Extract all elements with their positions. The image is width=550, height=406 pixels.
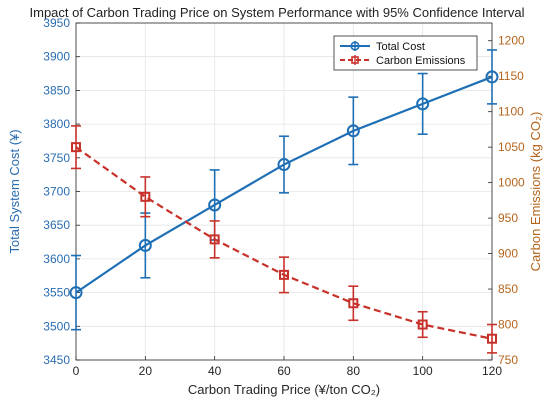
data-point — [279, 269, 289, 280]
series-0 — [69, 49, 499, 331]
data-point — [487, 333, 497, 344]
y-left-tick-label: 3700 — [43, 185, 70, 199]
data-point — [138, 238, 152, 252]
y-right-tick-label: 800 — [498, 318, 518, 332]
y-right-tick-label: 850 — [498, 282, 518, 296]
legend-label: Carbon Emissions — [376, 55, 466, 67]
legend: Total Cost Carbon Emissions — [333, 35, 478, 71]
y-left-tick-label: 3650 — [43, 218, 70, 232]
data-point — [71, 142, 81, 153]
y-left-tick-label: 3450 — [43, 353, 70, 367]
y-right-tick-label: 1150 — [498, 69, 524, 83]
y-right-tick-label: 900 — [498, 247, 518, 261]
x-tick-label: 60 — [277, 364, 291, 378]
x-axis-title: Carbon Trading Price (¥/ton CO₂) — [188, 382, 380, 397]
y-right-tick-label: 1200 — [498, 34, 525, 48]
data-point — [346, 124, 360, 138]
legend-box — [333, 35, 478, 71]
x-tick-label: 100 — [413, 364, 433, 378]
data-point — [417, 319, 428, 330]
x-tick-label: 120 — [482, 364, 502, 378]
y-left-tick-label: 3900 — [43, 50, 70, 64]
legend-item: Total Cost — [340, 41, 425, 53]
y-right-tick-label: 950 — [498, 211, 518, 225]
x-tick-label: 20 — [139, 364, 153, 378]
y-left-tick-label: 3500 — [43, 319, 70, 333]
y-left-tick-label: 3600 — [43, 252, 70, 266]
series — [69, 49, 499, 354]
legend-marker — [351, 56, 359, 64]
data-point — [416, 97, 430, 111]
data-point — [140, 191, 151, 202]
y-right-tick-label: 750 — [498, 353, 518, 367]
legend-item: Carbon Emissions — [340, 55, 466, 67]
x-tick-label: 40 — [208, 364, 222, 378]
axis-ticks: 0 20 40 60 80 100 120 3450 3500 3550 3600 3650 3700 3… — [43, 16, 525, 378]
y-axis-right-title: Carbon Emissions (kg CO₂) — [528, 112, 543, 272]
y-left-tick-label: 3750 — [43, 151, 70, 165]
y-left-tick-label: 3850 — [43, 83, 70, 97]
data-point — [209, 234, 220, 245]
chart-title: Impact of Carbon Trading Price on System… — [30, 5, 525, 20]
y-left-tick-label: 3800 — [43, 117, 70, 131]
y-right-tick-label: 1050 — [498, 140, 525, 154]
data-point — [485, 70, 499, 84]
x-tick-label: 0 — [73, 364, 80, 378]
legend-marker — [350, 41, 360, 51]
data-point — [348, 298, 359, 309]
y-left-tick-label: 3950 — [43, 16, 70, 30]
x-tick-label: 80 — [347, 364, 361, 378]
y-left-tick-label: 3550 — [43, 286, 70, 300]
data-point — [208, 198, 222, 212]
series-1 — [71, 125, 497, 354]
y-right-tick-label: 1000 — [498, 176, 525, 190]
data-point — [69, 286, 83, 300]
legend-label: Total Cost — [376, 41, 425, 53]
y-right-tick-label: 1100 — [498, 105, 524, 119]
data-point — [277, 158, 291, 172]
y-axis-left-title: Total System Cost (¥) — [7, 129, 22, 253]
